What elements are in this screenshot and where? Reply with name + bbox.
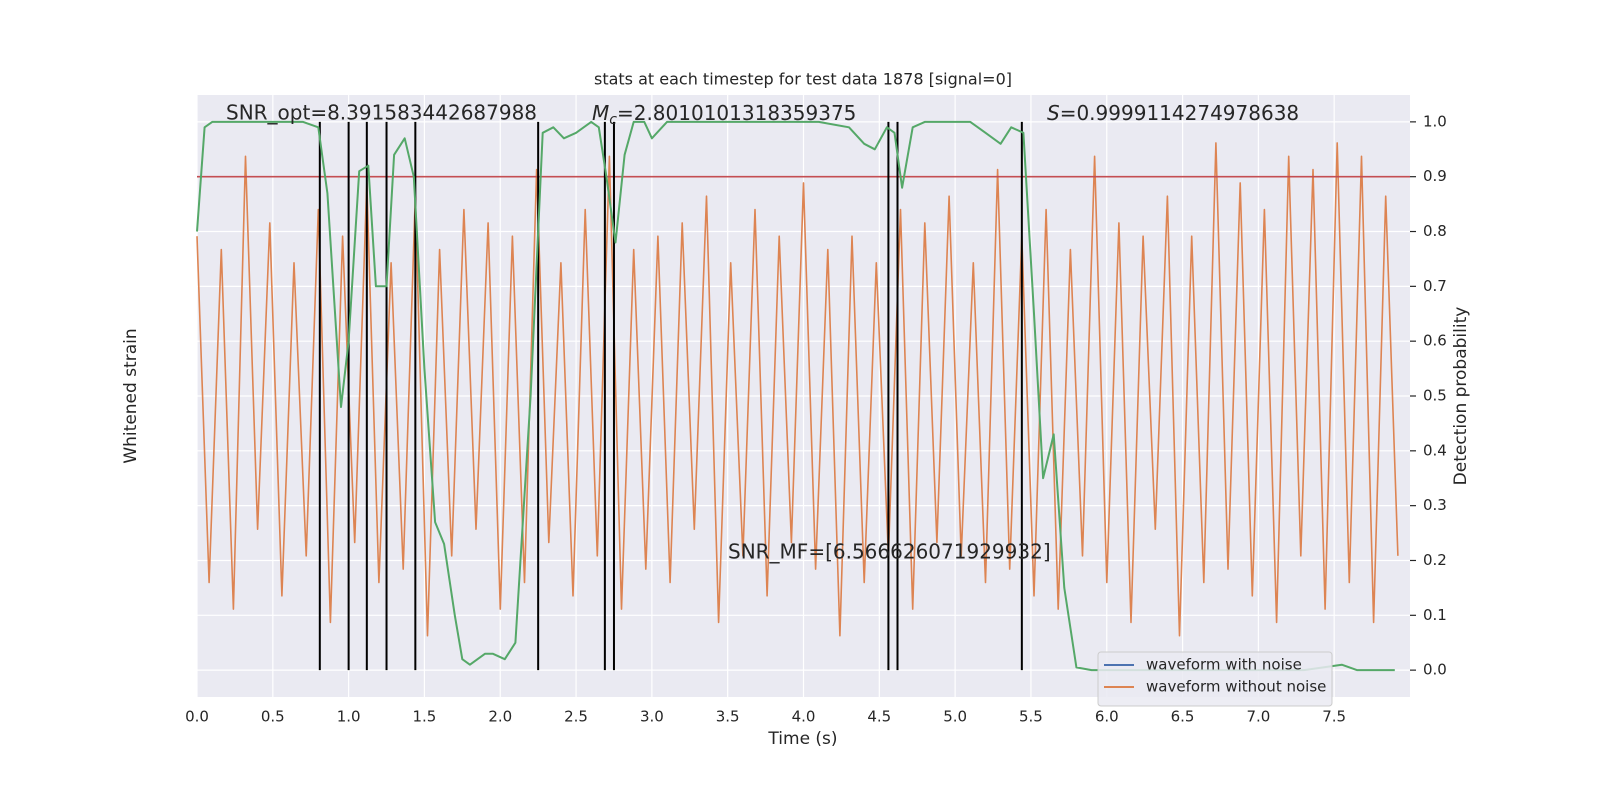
x-tick-label: 1.0 xyxy=(337,708,361,726)
annotation-symbol: S xyxy=(1047,101,1060,125)
marks xyxy=(196,120,1410,672)
legend-label: waveform with noise xyxy=(1146,656,1302,674)
y2-tick-label: 0.7 xyxy=(1423,277,1447,295)
y2-tick-label: 0.8 xyxy=(1423,222,1447,240)
labels: stats at each timestep for test data 187… xyxy=(121,70,1471,750)
annotation-symbol: M xyxy=(592,101,609,125)
x-tick-label: 2.5 xyxy=(564,708,588,726)
x-tick-label: 3.0 xyxy=(640,708,664,726)
y2-tick-label: 0.9 xyxy=(1423,167,1447,185)
x-tick-label: 1.5 xyxy=(413,708,437,726)
legend-label: waveform without noise xyxy=(1146,678,1326,696)
y2-tick-label: 0.1 xyxy=(1423,606,1447,624)
x-tick-label: 0.0 xyxy=(185,708,209,726)
y2-tick-label: 0.0 xyxy=(1423,661,1447,679)
annotation-value: =0.9999114274978638 xyxy=(1060,101,1299,125)
y2-tick-label: 1.0 xyxy=(1423,112,1447,130)
y2-tick-label: 0.3 xyxy=(1423,496,1447,514)
y2-axis-label: Detection probability xyxy=(1451,307,1471,486)
annotation-value: =2.8010101318359375 xyxy=(617,101,856,125)
line xyxy=(196,142,1399,637)
legend: waveform with noise waveform without nois… xyxy=(1097,651,1333,707)
x-tick-label: 4.0 xyxy=(792,708,816,726)
x-tick-label: 0.5 xyxy=(261,708,285,726)
x-axis-label: Time (s) xyxy=(767,729,837,749)
x-tick-label: 5.0 xyxy=(943,708,967,726)
y2-tick-label: 0.4 xyxy=(1423,441,1447,459)
annotation: SNR_opt=8.391583442687988 xyxy=(226,101,537,125)
y-axis-label: Whitened strain xyxy=(121,328,141,463)
line xyxy=(196,120,1395,672)
annotation: S=0.9999114274978638 xyxy=(1047,101,1299,125)
chart-title: stats at each timestep for test data 187… xyxy=(594,70,1012,89)
y2-tick-label: 0.2 xyxy=(1423,551,1447,569)
x-tick-label: 7.0 xyxy=(1246,708,1270,726)
annotation: SNR_MF=[6.566626071929932] xyxy=(728,540,1051,564)
x-tick-label: 6.0 xyxy=(1095,708,1119,726)
annotation: Mc=2.8010101318359375 xyxy=(592,101,856,129)
y2-tick-label: 0.6 xyxy=(1423,332,1447,350)
legend-box xyxy=(1097,651,1333,707)
y2-tick-label: 0.5 xyxy=(1423,387,1447,405)
x-tick-label: 7.5 xyxy=(1322,708,1346,726)
x-tick-label: 5.5 xyxy=(1019,708,1043,726)
x-tick-label: 2.0 xyxy=(488,708,512,726)
x-tick-label: 3.5 xyxy=(716,708,740,726)
x-tick-label: 4.5 xyxy=(867,708,891,726)
annotation-subscript: c xyxy=(609,112,617,128)
x-tick-label: 6.5 xyxy=(1171,708,1195,726)
